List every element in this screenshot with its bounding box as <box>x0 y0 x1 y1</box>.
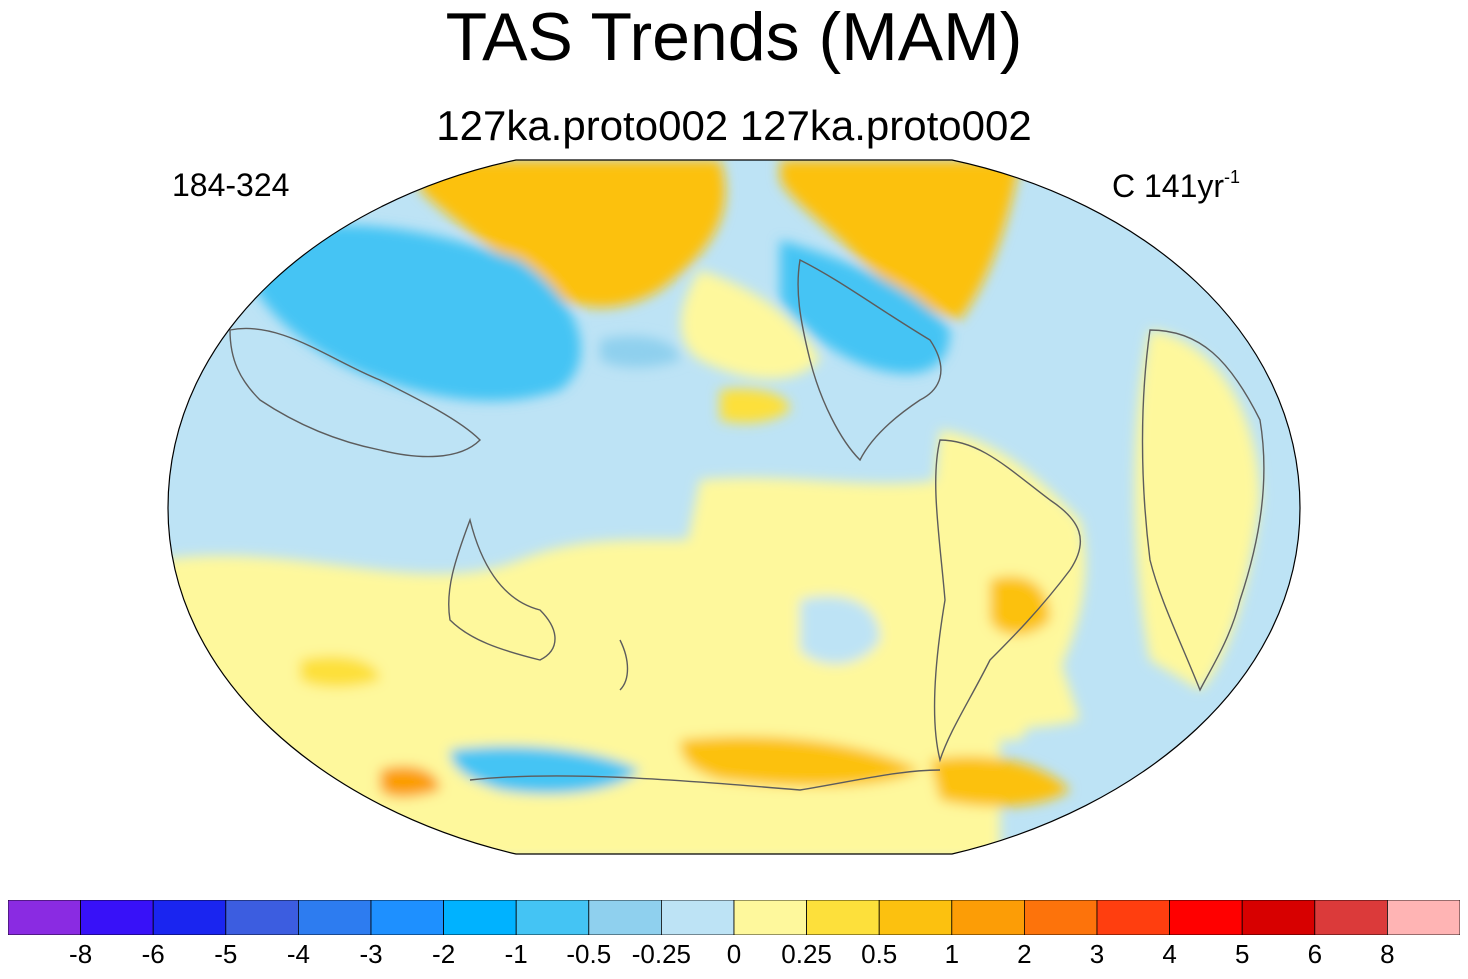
colorbar-tick-label: 4 <box>1162 939 1177 969</box>
colorbar-box <box>661 899 735 936</box>
colorbar-tick-label: 1 <box>944 939 960 969</box>
plot-title: TAS Trends (MAM) <box>445 0 1023 75</box>
colorbar-box <box>1024 899 1098 936</box>
colorbar-box <box>1096 899 1170 936</box>
colorbar-tick-label: -8 <box>69 939 93 969</box>
year-range-label: 184-324 <box>172 167 290 203</box>
colorbar-box <box>951 899 1025 936</box>
colorbar-svg <box>7 899 1461 936</box>
colorbar-tick-label: 0.5 <box>861 939 898 969</box>
plot-subtitle: 127ka.proto002 127ka.proto002 <box>436 102 1032 149</box>
region-siberia-warm <box>420 160 726 308</box>
colorbar-box <box>733 899 807 936</box>
colorbar-tick-label: -2 <box>432 939 456 969</box>
region-north-america-cool <box>780 240 950 374</box>
region-indian-ocean-warm <box>300 656 380 688</box>
map-border <box>167 159 1301 855</box>
colorbar-box <box>1314 899 1388 936</box>
units-label-superscript: -1 <box>1224 167 1241 187</box>
colorbar-tick-label: 5 <box>1234 939 1250 969</box>
colorbar-tick-label: 3 <box>1089 939 1105 969</box>
colorbar-tick-label: 2 <box>1017 939 1032 969</box>
colorbar-box <box>515 899 590 936</box>
region-west-pacific-cool <box>600 336 680 368</box>
colorbar-box <box>225 899 299 936</box>
colorbar-box <box>1241 899 1316 936</box>
colorbar-box <box>1169 899 1243 936</box>
colorbar-tick-label: -0.25 <box>631 939 692 969</box>
units-label: C 141yr-1 <box>1112 158 1240 205</box>
colorbar-box <box>370 899 444 936</box>
region-pacific-patch <box>720 388 790 423</box>
colorbar-box <box>806 899 880 936</box>
region-antarctic-cool <box>450 746 640 794</box>
colorbar-tick-label: 0.25 <box>781 939 832 969</box>
colorbar-box <box>878 899 953 936</box>
colorbar-box <box>7 899 81 936</box>
colorbar-tick-label: -4 <box>286 939 310 969</box>
colorbar-tick-label: 0 <box>726 939 742 969</box>
units-label-text: C 141yr <box>1112 168 1225 204</box>
colorbar-tick-label: -6 <box>141 939 165 969</box>
region-sw-warm <box>380 766 440 798</box>
region-south-pacific-cool <box>800 596 880 664</box>
colorbar-tick-label: -5 <box>214 939 238 969</box>
region-brazil-warm <box>990 576 1050 635</box>
colorbar-tick-label: 8 <box>1380 939 1395 969</box>
colorbar-tick-label: -0.5 <box>566 939 612 969</box>
region-arctic-canada-warm <box>780 160 1020 320</box>
coastlines <box>229 258 1265 791</box>
colorbar-tick-label: 6 <box>1307 939 1323 969</box>
colorbar-box <box>297 899 372 936</box>
colorbar <box>7 899 1461 936</box>
region-north-pacific <box>681 270 820 379</box>
colorbar-box <box>443 899 517 936</box>
region-southern-ocean-warm <box>680 736 920 787</box>
colorbar-box <box>152 899 227 936</box>
colorbar-box <box>80 899 154 936</box>
colorbar-labels: -8 -6 -5 -4 -3 -2 -1 -0.5 -0.25 0 0.25 0.5 1 2 3 4 5 6 8 <box>0 939 1468 973</box>
region-africa <box>1135 330 1260 690</box>
colorbar-tick-label: -1 <box>504 939 528 969</box>
colorbar-box <box>588 899 662 936</box>
colorbar-tick-label: -3 <box>359 939 383 969</box>
region-south-atlantic-warm <box>930 756 1070 807</box>
colorbar-box <box>1387 899 1461 936</box>
